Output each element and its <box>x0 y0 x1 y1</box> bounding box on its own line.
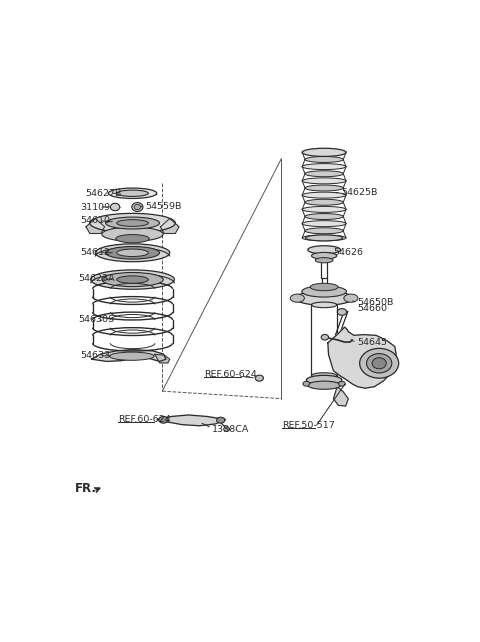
Text: 54612: 54612 <box>81 248 110 257</box>
Ellipse shape <box>302 235 346 241</box>
Ellipse shape <box>302 192 346 198</box>
Ellipse shape <box>117 190 148 196</box>
Ellipse shape <box>302 148 346 157</box>
Ellipse shape <box>109 352 154 360</box>
Ellipse shape <box>344 294 358 302</box>
Ellipse shape <box>117 276 148 283</box>
Text: 54627B: 54627B <box>85 189 121 198</box>
Text: 54623A: 54623A <box>78 274 115 283</box>
Ellipse shape <box>108 188 157 198</box>
Ellipse shape <box>117 249 148 257</box>
Text: 54633: 54633 <box>81 351 111 360</box>
Text: REF.50-517: REF.50-517 <box>282 421 335 430</box>
Polygon shape <box>155 354 170 363</box>
Polygon shape <box>160 218 179 234</box>
Text: 31109: 31109 <box>81 202 110 211</box>
Ellipse shape <box>303 381 310 386</box>
Ellipse shape <box>132 203 143 211</box>
Ellipse shape <box>102 272 163 286</box>
Ellipse shape <box>106 247 159 259</box>
Ellipse shape <box>106 217 159 229</box>
Ellipse shape <box>305 199 343 205</box>
Ellipse shape <box>302 221 346 227</box>
Ellipse shape <box>302 150 346 155</box>
Text: REF.60-624: REF.60-624 <box>204 370 257 379</box>
Text: REF.60-624: REF.60-624 <box>118 415 170 424</box>
Ellipse shape <box>224 427 229 431</box>
Text: 54630S: 54630S <box>78 315 114 324</box>
Ellipse shape <box>308 246 340 254</box>
Text: FR.: FR. <box>75 482 97 495</box>
Ellipse shape <box>305 235 343 241</box>
Ellipse shape <box>305 157 343 162</box>
Ellipse shape <box>117 220 148 227</box>
Ellipse shape <box>310 283 338 291</box>
Text: 54650B: 54650B <box>358 298 394 307</box>
Ellipse shape <box>302 207 346 213</box>
Text: 54645: 54645 <box>357 338 387 347</box>
Ellipse shape <box>96 244 170 262</box>
Ellipse shape <box>308 381 341 389</box>
Ellipse shape <box>159 417 168 423</box>
Ellipse shape <box>367 354 392 373</box>
Ellipse shape <box>305 185 343 191</box>
Polygon shape <box>92 349 166 361</box>
Ellipse shape <box>91 270 174 290</box>
Ellipse shape <box>302 178 346 184</box>
Polygon shape <box>334 386 348 406</box>
Ellipse shape <box>321 334 329 340</box>
Ellipse shape <box>134 204 141 210</box>
Text: 54660: 54660 <box>358 304 388 313</box>
Ellipse shape <box>90 213 175 232</box>
Ellipse shape <box>102 227 163 241</box>
Ellipse shape <box>255 375 264 381</box>
Ellipse shape <box>216 417 225 423</box>
Ellipse shape <box>290 294 304 302</box>
Text: 54625B: 54625B <box>341 187 377 196</box>
Ellipse shape <box>337 309 347 315</box>
Ellipse shape <box>295 291 353 305</box>
Ellipse shape <box>312 373 337 378</box>
Ellipse shape <box>116 234 149 243</box>
Ellipse shape <box>312 252 337 259</box>
Polygon shape <box>157 415 226 426</box>
Text: 54626: 54626 <box>334 248 363 257</box>
Ellipse shape <box>302 164 346 169</box>
Ellipse shape <box>305 171 343 177</box>
Ellipse shape <box>360 349 399 378</box>
Ellipse shape <box>302 286 347 297</box>
Ellipse shape <box>315 257 333 263</box>
Text: 54610: 54610 <box>81 216 110 225</box>
Ellipse shape <box>372 358 386 369</box>
Ellipse shape <box>305 214 343 220</box>
Ellipse shape <box>338 381 345 386</box>
Text: 1338CA: 1338CA <box>212 424 249 433</box>
Polygon shape <box>86 218 105 234</box>
Ellipse shape <box>306 376 342 385</box>
Ellipse shape <box>312 302 337 308</box>
Polygon shape <box>328 327 396 388</box>
Ellipse shape <box>110 204 120 211</box>
Text: 54559B: 54559B <box>145 202 181 211</box>
Ellipse shape <box>305 228 343 234</box>
